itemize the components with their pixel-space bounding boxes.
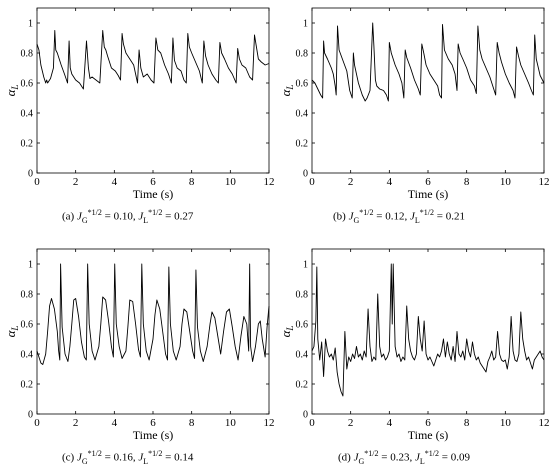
plot-d-series-line xyxy=(311,263,545,397)
plot-a-series-line xyxy=(36,30,270,90)
caption-d: (d) JG*1/2 = 0.23, JL*1/2 = 0.09 xyxy=(338,449,470,466)
caption-c: (c) JG*1/2 = 0.16, JL*1/2 = 0.14 xyxy=(62,449,194,466)
caption-c-jg-value: 0.16 xyxy=(113,451,133,464)
plot-a-xlabel: Time (s) xyxy=(133,187,174,201)
plot-d-xtick-label: 4 xyxy=(387,417,393,429)
plot-b-ytick-label: 0.2 xyxy=(296,139,309,150)
plot-c-xtick-label: 4 xyxy=(112,417,118,429)
plot-a-ylabel: αL xyxy=(3,85,20,97)
plot-a-xtick-label: 2 xyxy=(73,176,79,188)
plot-c-ytick-label: 0.4 xyxy=(21,350,34,361)
plot-b-frame xyxy=(311,7,545,174)
plot-b-xtick-label: 6 xyxy=(425,176,431,188)
caption-a: (a) JG*1/2 = 0.10, JL*1/2 = 0.27 xyxy=(62,208,194,225)
plot-a-ytick-label: 0 xyxy=(28,169,33,180)
plot-a-ytick-label: 0.4 xyxy=(21,109,34,120)
plot-a-xtick-label: 6 xyxy=(150,176,156,188)
caption-c-jl-value: 0.14 xyxy=(174,451,194,464)
plot-b-ytick-label: 0.8 xyxy=(296,49,309,60)
plot-b-series-line xyxy=(311,22,545,102)
plot-c-ylabel: αL xyxy=(3,326,20,338)
plot-c-xtick-label: 8 xyxy=(189,417,195,429)
plot-d-xtick-label: 2 xyxy=(348,417,354,429)
plot-a-xtick-label: 10 xyxy=(225,176,237,188)
plot-d-ylabel: αL xyxy=(278,326,295,338)
plot-d-frame xyxy=(311,248,545,415)
caption-d-jg-value: 0.23 xyxy=(390,451,410,464)
plot-d-xtick-label: 10 xyxy=(500,417,512,429)
caption-d-label: (d) xyxy=(338,451,351,464)
plot-d-xtick-label: 0 xyxy=(309,417,315,429)
plot-d-xtick-label: 12 xyxy=(539,417,550,429)
caption-a-jg-value: 0.10 xyxy=(113,210,133,223)
plot-a: 0 2 4 6 8 10 12 0 0.2 0.4 0.6 0.8 1 Time (s) αL xyxy=(3,7,275,201)
plot-a-xtick-label: 4 xyxy=(112,176,118,188)
plot-d-ytick-label: 0.6 xyxy=(296,320,309,331)
plot-c-xtick-label: 0 xyxy=(34,417,40,429)
plot-c-series-line xyxy=(36,263,270,365)
plot-c-xtick-label: 6 xyxy=(150,417,156,429)
plot-b-xtick-label: 0 xyxy=(309,176,315,188)
plot-d-ytick-label: 0.8 xyxy=(296,290,309,301)
caption-a-label: (a) xyxy=(62,210,75,223)
plot-c-ytick-label: 0 xyxy=(28,410,33,421)
plot-a-ytick-label: 0.8 xyxy=(21,49,34,60)
plot-d-xtick-label: 8 xyxy=(464,417,470,429)
plot-b-ytick-label: 0 xyxy=(303,169,308,180)
plot-c-xtick-label: 2 xyxy=(73,417,79,429)
plot-c-xlabel: Time (s) xyxy=(133,428,174,442)
plot-a-ytick-label: 0.2 xyxy=(21,139,34,150)
caption-d-jl-value: 0.09 xyxy=(450,451,470,464)
caption-c-label: (c) xyxy=(62,451,75,464)
plot-a-xtick-label: 8 xyxy=(189,176,195,188)
plot-c: 0 2 4 6 8 10 12 0 0.2 0.4 0.6 0.8 1 Time (s) αL xyxy=(3,248,275,442)
plot-c-ytick-label: 1 xyxy=(28,260,33,271)
plot-c-ytick-label: 0.6 xyxy=(21,320,34,331)
plot-c-ytick-label: 0.2 xyxy=(21,380,34,391)
plot-b-ylabel: αL xyxy=(278,85,295,97)
plot-c-ytick-label: 0.8 xyxy=(21,290,34,301)
plot-b-ytick-label: 0.6 xyxy=(296,79,309,90)
plot-b-xtick-label: 8 xyxy=(464,176,470,188)
plot-d: 0 2 4 6 8 10 12 0 0.2 0.4 0.6 0.8 1 Time (s) αL xyxy=(278,248,550,442)
caption-b-jg-value: 0.12 xyxy=(385,210,405,223)
plot-b-xtick-label: 2 xyxy=(348,176,354,188)
plot-c-xtick-label: 10 xyxy=(225,417,237,429)
caption-a-jl-value: 0.27 xyxy=(174,210,194,223)
plot-a-xtick-label: 0 xyxy=(34,176,40,188)
plot-d-ytick-label: 0.4 xyxy=(296,350,309,361)
caption-b: (b) JG*1/2 = 0.12, JL*1/2 = 0.21 xyxy=(333,208,465,225)
plot-b-ytick-label: 1 xyxy=(303,19,308,30)
plot-d-xlabel: Time (s) xyxy=(408,428,449,442)
plot-d-xtick-label: 6 xyxy=(425,417,431,429)
plot-b-xtick-label: 10 xyxy=(500,176,512,188)
caption-b-jl-value: 0.21 xyxy=(445,210,465,223)
plot-d-ytick-label: 0 xyxy=(303,410,308,421)
plot-b-xtick-label: 4 xyxy=(387,176,393,188)
plot-c-frame xyxy=(36,248,270,415)
plot-d-ytick-label: 1 xyxy=(303,260,308,271)
plot-b-xtick-label: 12 xyxy=(539,176,550,188)
plot-a-ytick-label: 1 xyxy=(28,19,33,30)
plot-a-ytick-label: 0.6 xyxy=(21,79,34,90)
plot-c-xtick-label: 12 xyxy=(264,417,275,429)
plot-b-ytick-label: 0.4 xyxy=(296,109,309,120)
plot-b: 0 2 4 6 8 10 12 0 0.2 0.4 0.6 0.8 1 Time (s) αL xyxy=(278,7,550,201)
plot-a-frame xyxy=(36,7,270,174)
plot-d-ytick-label: 0.2 xyxy=(296,380,309,391)
caption-b-label: (b) xyxy=(333,210,346,223)
plot-b-xlabel: Time (s) xyxy=(408,187,449,201)
plot-a-xtick-label: 12 xyxy=(264,176,275,188)
